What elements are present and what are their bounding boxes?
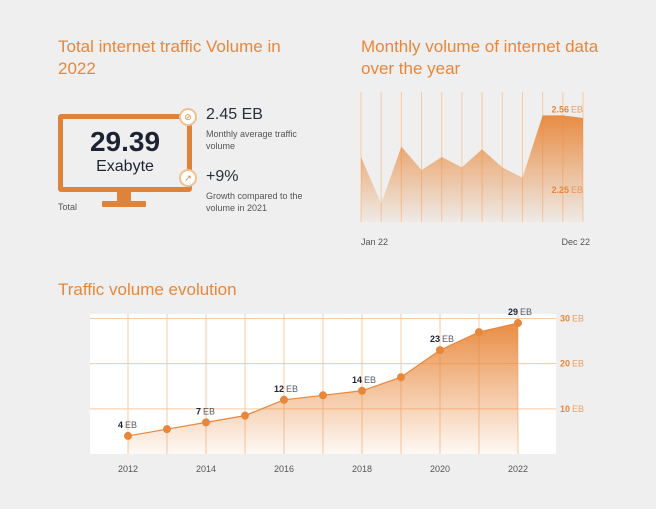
data-point-2016 [280,395,288,404]
x-tick-label: 2012 [118,464,138,474]
point-label-2016-value: 12 [274,384,284,394]
y-tick-label-unit: EB [572,314,584,324]
monthly-average-description: Monthly average traffic volume [206,129,297,151]
y-tick-label-value: 20 [560,359,570,369]
total-volume-unit: Exabyte [96,158,154,175]
data-point-2019 [397,373,405,382]
monthly-average-value: 2.45 EB [206,106,263,123]
growth-description: Growth compared to the volume in 2021 [206,191,303,213]
monitor-screen: 29.39 Exabyte [58,114,192,192]
monitor-base [102,201,146,207]
total-traffic-title: Total internet traffic Volume in 2022 [58,37,281,78]
monthly-volume-title: Monthly volume of internet data over the… [361,37,599,78]
point-label-2018-value: 14 [352,375,362,385]
data-point-2017 [319,391,327,400]
arrow-up-right-icon: ↗ [179,169,197,187]
annotation-min-value: 2.25 [551,185,569,195]
data-point-2013 [163,425,171,434]
point-label-2022-value: 29 [508,307,518,317]
x-tick-label: 2018 [352,464,372,474]
y-tick-label-unit: EB [572,404,584,414]
x-tick-label: 2020 [430,464,450,474]
data-point-2021 [475,328,483,337]
data-point-2015 [241,411,249,420]
x-tick-label: 2014 [196,464,216,474]
annotation-min-unit: EB [571,185,583,195]
point-label-2014-value: 7 [196,406,201,416]
total-volume-value: 29.39 [89,126,161,157]
total-caption: Total [58,202,78,212]
evolution-area [128,323,518,454]
point-label-2020-unit: EB [442,334,454,344]
y-tick-label: 30 EB [560,314,584,324]
annotation-max-unit: EB [571,104,583,114]
monitor-graphic: 29.39 Exabyte [58,114,198,214]
point-label-2022: 29 EB [508,307,532,317]
point-label-2020: 23 EB [430,334,454,344]
y-tick-label-value: 10 [560,404,570,414]
point-label-2012-unit: EB [125,420,137,430]
point-label-2016: 12 EB [274,384,298,394]
y-tick-label: 20 EB [560,359,584,369]
y-tick-label: 10 EB [560,404,584,414]
data-point-2020 [436,346,444,355]
data-point-2022 [514,319,522,328]
y-tick-label-unit: EB [572,359,584,369]
point-label-2014: 7 EB [196,406,215,416]
x-tick-label: Dec 22 [561,237,590,247]
traffic-evolution-title: Traffic volume evolution [58,280,237,299]
point-label-2020-value: 23 [430,334,440,344]
monitor-neck [117,192,131,202]
annotation-min: 2.25 EB [551,185,583,195]
x-tick-label: 2022 [508,464,528,474]
data-point-2018 [358,386,366,395]
y-tick-label-value: 30 [560,314,570,324]
data-point-2012 [124,431,132,440]
point-label-2018-unit: EB [364,375,376,385]
point-label-2016-unit: EB [286,384,298,394]
point-label-2014-unit: EB [203,406,215,416]
x-tick-label: Jan 22 [361,237,388,247]
annotation-max: 2.56 EB [551,104,583,114]
point-label-2012: 4 EB [118,420,137,430]
x-tick-label: 2016 [274,464,294,474]
point-label-2018: 14 EB [352,375,376,385]
monthly-area [361,115,583,222]
no-entry-icon: ⊘ [179,108,197,126]
point-label-2022-unit: EB [520,307,532,317]
annotation-max-value: 2.56 [551,104,569,114]
data-point-2014 [202,418,210,427]
point-label-2012-value: 4 [118,420,123,430]
growth-value: +9% [206,168,239,185]
